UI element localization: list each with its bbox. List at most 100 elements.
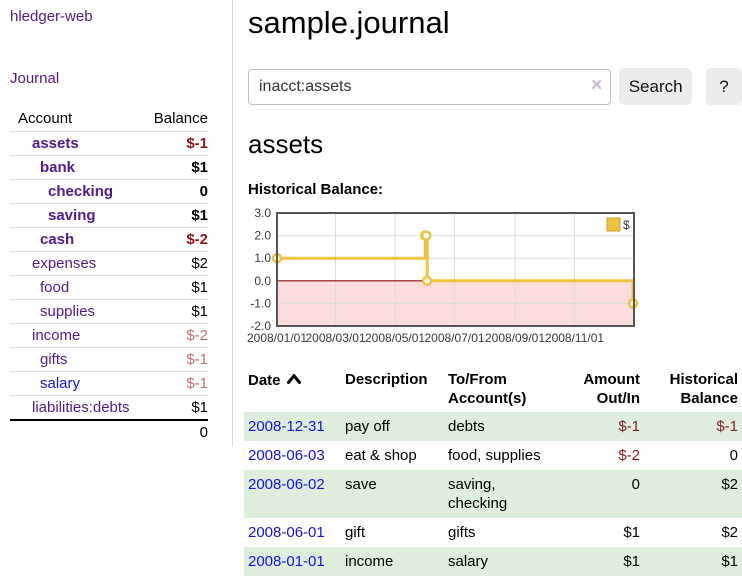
transaction-description: income — [345, 553, 394, 570]
account-balance: $1 — [140, 155, 208, 180]
account-link-gifts[interactable]: gifts — [40, 351, 68, 368]
register-row: 2008-01-01 income salary $1 $1 — [244, 547, 742, 576]
app-brand-link[interactable]: hledger-web — [10, 8, 93, 25]
sidebar-item-journal[interactable]: Journal — [10, 70, 60, 87]
transaction-balance: 0 — [729, 447, 738, 464]
account-link-salary[interactable]: salary — [40, 375, 81, 392]
y-tick-label: 3.0 — [254, 206, 271, 220]
account-link-food[interactable]: food — [40, 279, 70, 296]
transaction-date-cell: 2008-12-31 — [244, 412, 341, 441]
account-balance: $-1 — [140, 131, 208, 156]
account-balance: 0 — [140, 179, 208, 204]
account-balance: $2 — [140, 251, 208, 276]
transaction-description: eat & shop — [345, 447, 417, 464]
sort-ascending-icon — [286, 370, 301, 389]
historical-balance-chart: $3.0 2.0 1.0 0.0 -1.0 -2.0 2008/01/01 2008/03/0… — [244, 206, 742, 350]
transaction-description: save — [345, 476, 377, 493]
y-tick-label: 0.0 — [254, 274, 271, 288]
account-link-liabilities-debts[interactable]: liabilities:debts — [32, 399, 130, 416]
transaction-date-cell: 2008-06-02 — [244, 470, 341, 518]
transaction-date-cell: 2008-06-01 — [244, 518, 341, 547]
transaction-date-link[interactable]: 2008-06-03 — [248, 447, 325, 464]
transaction-date-link[interactable]: 2008-12-31 — [248, 418, 325, 435]
account-row: saving $1 — [10, 203, 208, 228]
account-link-assets[interactable]: assets — [32, 135, 79, 152]
account-name-cell: expenses — [10, 251, 141, 276]
account-link-supplies[interactable]: supplies — [40, 303, 96, 320]
x-tick-label: 2008/09/01 — [485, 331, 545, 345]
search-button[interactable]: Search — [619, 68, 693, 105]
account-balance: $-2 — [140, 323, 208, 348]
account-link-checking[interactable]: checking — [48, 183, 114, 200]
x-tick-label: 2008/07/01 — [424, 331, 484, 345]
register-header-amount-out-in: Amount Out/In — [560, 366, 644, 412]
account-link-income[interactable]: income — [32, 327, 81, 344]
register-header-label: Description — [345, 371, 428, 388]
search-input[interactable] — [248, 68, 612, 105]
transaction-date-cell: 2008-01-01 — [244, 547, 341, 576]
account-row: salary $-1 — [10, 371, 208, 396]
register-header-date[interactable]: Date — [244, 366, 341, 412]
account-name-cell: income — [10, 323, 141, 348]
accounts-total-value: 0 — [140, 419, 208, 444]
account-name-cell: salary — [10, 371, 141, 396]
transaction-accounts: saving, checking — [448, 476, 508, 512]
x-tick-label: 2008/11/01 — [545, 331, 604, 345]
account-link-expenses[interactable]: expenses — [32, 255, 97, 272]
transaction-balance: $-1 — [716, 418, 738, 435]
transaction-date-link[interactable]: 2008-06-02 — [248, 476, 325, 493]
account-balance: $-1 — [140, 371, 208, 396]
transaction-date-link[interactable]: 2008-01-01 — [248, 553, 325, 570]
y-tick-label: -1.0 — [250, 296, 271, 310]
transaction-description: pay off — [345, 418, 390, 435]
clear-search-icon[interactable]: × — [591, 74, 603, 96]
transaction-balance: $2 — [721, 524, 738, 541]
transaction-amount: $-2 — [618, 447, 640, 464]
transaction-date-cell: 2008-06-03 — [244, 441, 341, 470]
account-balance: $-2 — [140, 227, 208, 252]
account-balance: $1 — [140, 299, 208, 324]
x-tick-label: 2008/03/01 — [305, 331, 365, 345]
register-table: Date Description To/From Account(s) Amount … — [244, 366, 742, 576]
account-link-bank[interactable]: bank — [40, 159, 76, 176]
accounts-header-account: Account — [18, 110, 73, 127]
account-balance: $1 — [140, 395, 208, 420]
transaction-amount: $1 — [623, 524, 640, 541]
account-name-cell: liabilities:debts — [10, 395, 141, 420]
transaction-amount: 0 — [631, 476, 640, 493]
account-row: food $1 — [10, 275, 208, 300]
search-form: × Search ? — [248, 68, 742, 105]
register-header-historical-balance: Historical Balance — [644, 366, 742, 412]
account-row: bank $1 — [10, 155, 208, 180]
account-heading: assets — [248, 129, 324, 159]
transaction-description: gift — [345, 524, 366, 541]
account-link-saving[interactable]: saving — [48, 207, 96, 224]
data-point-marker — [420, 230, 432, 241]
x-tick-label: 2008/05/01 — [365, 331, 425, 345]
accounts-table: Account Balance assets $-1 bank $1 checking 0… — [10, 107, 208, 444]
accounts-header-balance: Balance — [153, 110, 208, 127]
transaction-date-link[interactable]: 2008-06-01 — [248, 524, 325, 541]
account-name-cell: cash — [10, 227, 141, 252]
account-name-cell: assets — [10, 131, 141, 156]
y-tick-label: 2.0 — [254, 229, 271, 243]
register-header-label: To/From Account(s) — [448, 371, 527, 407]
register-header-label: Historical Balance — [669, 371, 738, 407]
account-balance: $1 — [140, 203, 208, 228]
y-tick-label: 1.0 — [254, 251, 271, 265]
transaction-amount: $-1 — [618, 418, 640, 435]
register-row: 2008-06-01 gift gifts $1 $2 — [244, 518, 742, 547]
accounts-total-spacer — [10, 419, 141, 444]
register-row: 2008-06-02 save saving, checking 0 $2 — [244, 470, 742, 518]
account-row: supplies $1 — [10, 299, 208, 324]
transaction-accounts: debts — [448, 418, 485, 435]
transaction-accounts: food, supplies — [448, 447, 541, 464]
transaction-balance: $2 — [721, 476, 738, 493]
legend-swatch — [606, 217, 621, 232]
legend-label: $ — [623, 218, 630, 232]
account-name-cell: bank — [10, 155, 141, 180]
search-box: × — [248, 68, 612, 105]
account-link-cash[interactable]: cash — [40, 231, 75, 248]
balance-chart-svg: $3.0 2.0 1.0 0.0 -1.0 -2.02008/01/012008/03/0… — [247, 206, 639, 345]
help-button[interactable]: ? — [706, 68, 742, 105]
